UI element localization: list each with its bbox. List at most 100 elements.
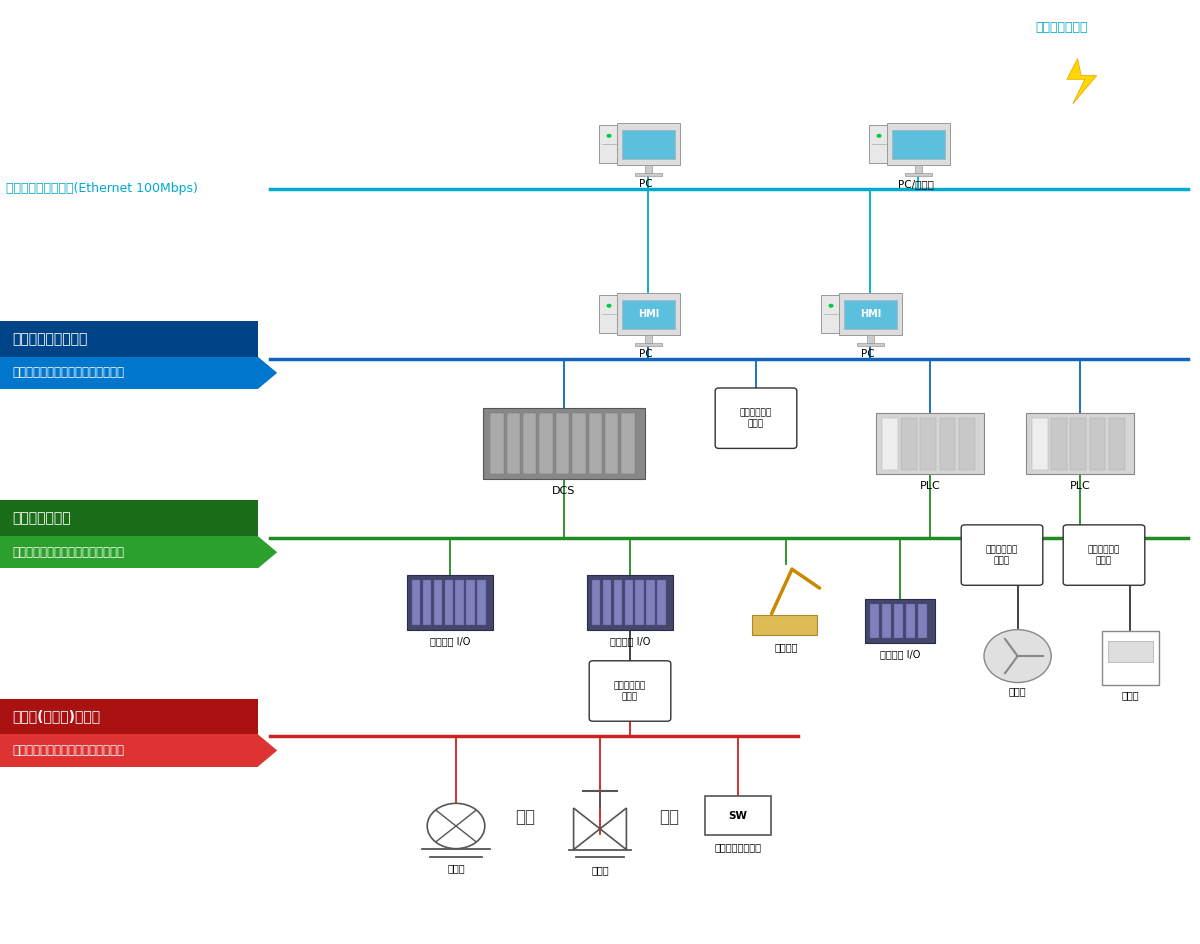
Text: オープン・フィールドネットワーク: オープン・フィールドネットワーク [12,546,124,559]
Text: PC: PC [640,348,653,359]
Circle shape [427,803,485,849]
Bar [444,580,452,625]
Bar [1026,413,1134,474]
Bar [602,580,611,625]
Bar [752,615,817,635]
Circle shape [984,630,1051,683]
Text: PC/サーバ: PC/サーバ [898,178,934,189]
Text: HMI: HMI [638,310,659,319]
Polygon shape [258,357,277,389]
Text: ネットワーク
変換器: ネットワーク 変換器 [1088,545,1120,565]
Text: ロボット: ロボット [774,642,798,652]
Text: ポンプ: ポンプ [1009,686,1026,697]
Text: オープン・フィールドネットワーク: オープン・フィールドネットワーク [12,366,124,379]
Bar [0,699,258,734]
Bar [523,413,536,474]
Bar [1090,417,1105,469]
Bar [918,604,926,638]
Bar [617,294,680,335]
Polygon shape [258,536,277,568]
Text: リミットスイッチ: リミットスイッチ [714,842,762,852]
Bar [478,580,486,625]
Text: HMI: HMI [860,310,881,319]
Bar [635,343,662,346]
Text: リモート I/O: リモート I/O [430,636,470,647]
Bar [1070,417,1086,469]
Bar [857,343,884,346]
Bar [491,413,504,474]
Text: 流量計: 流量計 [448,863,464,873]
Text: PLC: PLC [919,480,941,491]
Text: 電磁弁: 電磁弁 [592,865,608,875]
Bar [959,417,974,469]
Bar [869,125,889,163]
Bar [894,604,902,638]
Bar [0,357,258,389]
Bar [905,173,932,177]
Circle shape [828,304,834,308]
Bar [839,294,902,335]
Bar [940,417,955,469]
Bar [906,604,914,638]
Bar [617,124,680,165]
Bar [456,580,463,625]
Polygon shape [574,808,626,850]
Bar [0,321,258,357]
FancyBboxPatch shape [961,525,1043,585]
Bar [623,299,674,329]
Bar [587,575,673,630]
Text: ネットワーク
変換器: ネットワーク 変換器 [740,408,772,429]
Bar [556,413,569,474]
Bar [0,500,258,536]
Bar [624,580,632,625]
Bar [866,335,875,343]
Bar [644,335,653,343]
Bar [622,413,635,474]
Bar [1102,631,1159,685]
Circle shape [606,134,612,138]
FancyBboxPatch shape [1063,525,1145,585]
Bar [1032,417,1048,469]
Bar [623,129,674,159]
Text: ・・: ・・ [660,807,679,826]
Bar [914,165,923,173]
Polygon shape [258,734,277,767]
Text: デバイスレベル: デバイスレベル [12,512,71,525]
Bar [658,580,666,625]
Text: ・・: ・・ [516,807,535,826]
Bar [605,413,618,474]
Bar [870,604,878,638]
Bar [506,413,520,474]
Bar [433,580,442,625]
Bar [599,295,619,333]
Text: オープン・フィールドネットワーク: オープン・フィールドネットワーク [12,744,124,757]
Bar [572,413,586,474]
Bar [422,580,431,625]
Bar [407,575,493,630]
Bar [647,580,655,625]
Circle shape [876,134,882,138]
Bar [706,796,772,835]
Text: PC: PC [640,178,653,189]
Bar [412,580,420,625]
Bar [644,165,653,173]
Text: SW: SW [728,811,748,820]
Text: 分析計: 分析計 [1122,690,1139,700]
Bar [893,129,944,159]
Text: ネットワーク
変換器: ネットワーク 変換器 [614,681,646,701]
Text: ネットワーク
変換器: ネットワーク 変換器 [986,545,1018,565]
Bar [613,580,622,625]
Text: リモート I/O: リモート I/O [610,636,650,647]
Bar [1108,641,1153,662]
Circle shape [606,304,612,308]
Text: リモート I/O: リモート I/O [880,649,920,660]
Text: PC: PC [862,348,875,359]
Bar [865,599,935,643]
Text: DCS: DCS [552,485,576,496]
Bar [636,580,643,625]
Bar [845,299,896,329]
Bar [540,413,553,474]
FancyBboxPatch shape [589,661,671,721]
Text: センサ(ビット)レベル: センサ(ビット)レベル [12,710,100,723]
Bar [1109,417,1124,469]
